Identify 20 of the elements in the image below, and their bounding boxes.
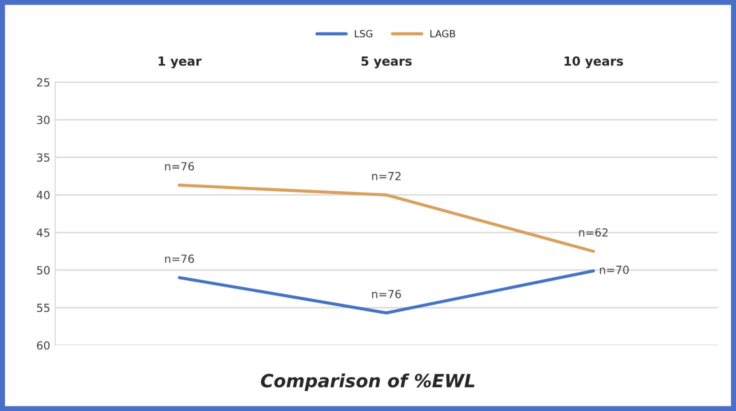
y-tick-label: 60 <box>36 341 50 350</box>
x-tick-label: 1 year <box>158 56 202 68</box>
y-tick-label: 30 <box>37 116 50 124</box>
x-tick-label: 10 years <box>564 56 624 68</box>
y-tick-label: 45 <box>36 228 50 237</box>
annotation: n=70 <box>600 266 629 274</box>
annotation: n=76 <box>165 162 194 171</box>
annotation: n=72 <box>372 172 401 180</box>
y-tick-label: 35 <box>37 153 50 162</box>
y-tick-label: 50 <box>37 266 50 274</box>
y-tick-label: 25 <box>37 78 50 87</box>
annotation: n=76 <box>165 254 194 263</box>
legend-label: LAGB <box>430 30 456 38</box>
annotation: n=62 <box>579 228 608 237</box>
legend-label: LSG <box>354 30 372 38</box>
annotation: n=76 <box>372 290 401 298</box>
y-tick-label: 40 <box>36 190 50 200</box>
x-tick-label: 5 years <box>362 56 412 68</box>
text: Comparison of %EWL <box>260 373 474 391</box>
y-tick-label: 55 <box>37 304 50 312</box>
